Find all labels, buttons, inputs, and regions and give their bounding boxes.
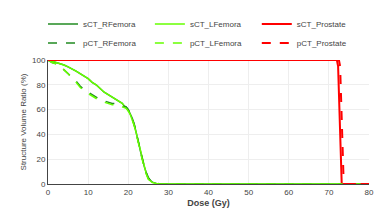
svg-text:pCT_Prostate: pCT_Prostate	[297, 39, 347, 48]
svg-text:100: 100	[32, 55, 46, 65]
svg-text:60: 60	[284, 188, 293, 197]
svg-text:80: 80	[365, 188, 374, 197]
svg-text:sCT_LFemora: sCT_LFemora	[190, 20, 242, 29]
svg-text:Dose (Gy): Dose (Gy)	[187, 198, 230, 208]
svg-text:pCT_RFemora: pCT_RFemora	[83, 39, 136, 48]
svg-text:30: 30	[164, 188, 173, 197]
svg-text:sCT_Prostate: sCT_Prostate	[297, 20, 346, 29]
svg-text:0: 0	[46, 188, 51, 197]
svg-text:20: 20	[124, 188, 133, 197]
svg-text:40: 40	[204, 188, 213, 197]
svg-text:pCT_LFemora: pCT_LFemora	[190, 39, 242, 48]
svg-text:10: 10	[84, 188, 93, 197]
svg-text:70: 70	[324, 188, 333, 197]
svg-text:Structure Volume Ratio (%): Structure Volume Ratio (%)	[19, 73, 28, 170]
svg-text:60: 60	[36, 105, 45, 114]
svg-text:20: 20	[36, 155, 45, 164]
svg-text:0: 0	[41, 180, 46, 189]
svg-text:sCT_RFemora: sCT_RFemora	[83, 20, 136, 29]
svg-text:50: 50	[244, 188, 253, 197]
svg-text:40: 40	[36, 130, 45, 139]
svg-text:80: 80	[36, 81, 45, 90]
